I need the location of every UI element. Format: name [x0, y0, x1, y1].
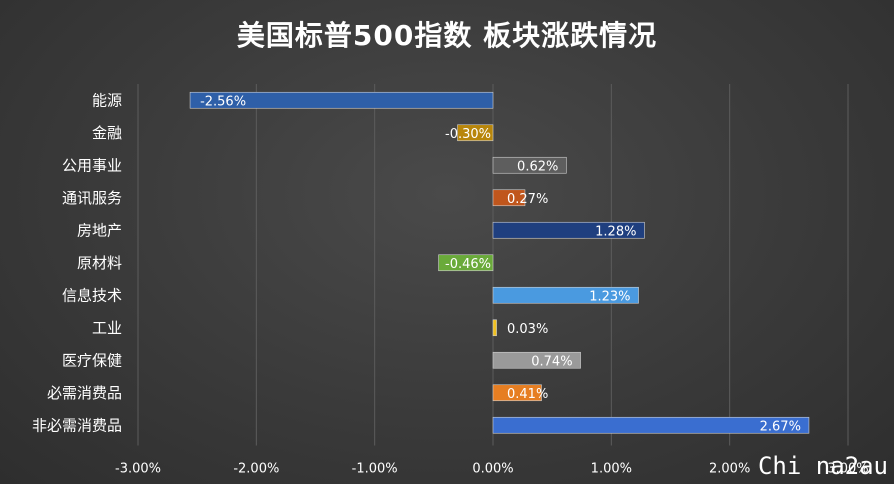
x-tick-label: 2.00%: [709, 462, 750, 477]
bar: [492, 416, 810, 434]
category-label: 能源: [92, 91, 122, 109]
category-label: 公用事业: [62, 156, 122, 174]
category-label: 医疗保健: [62, 351, 122, 369]
bar: [492, 221, 645, 239]
bar: [492, 351, 581, 369]
data-label: 2.67%: [760, 419, 801, 434]
data-label: 1.23%: [589, 289, 630, 304]
data-label: 0.41%: [507, 387, 548, 402]
bar: [438, 254, 494, 272]
bar: [492, 319, 497, 337]
bar: [492, 156, 567, 174]
x-tick-label: -2.00%: [233, 462, 279, 477]
category-label: 工业: [92, 319, 122, 337]
category-label: 信息技术: [62, 286, 122, 304]
x-tick-label: 3.00%: [827, 462, 868, 477]
bar: [492, 189, 526, 207]
data-label: 0.62%: [517, 159, 558, 174]
category-label: 通讯服务: [62, 189, 122, 207]
category-label: 非必需消费品: [32, 416, 122, 434]
data-label: 0.27%: [507, 192, 548, 207]
watermark: Chi na2au: [757, 452, 888, 480]
data-label: -2.56%: [200, 94, 246, 109]
data-label: 0.03%: [507, 322, 548, 337]
bar: [492, 384, 542, 402]
x-tick-label: -1.00%: [352, 462, 398, 477]
x-tick-label: 1.00%: [591, 462, 632, 477]
data-label: 0.74%: [531, 354, 572, 369]
data-label: 1.28%: [595, 224, 636, 239]
data-label: -0.46%: [445, 257, 491, 272]
category-label: 原材料: [77, 254, 122, 272]
category-label: 金融: [92, 124, 122, 142]
x-tick-label: 0.00%: [472, 462, 513, 477]
bar: [189, 91, 494, 109]
category-label: 必需消费品: [47, 384, 122, 402]
bar: [457, 124, 494, 142]
x-tick-label: -3.00%: [115, 462, 161, 477]
chart-title: 美国标普500指数 板块涨跌情况: [236, 19, 658, 52]
category-label: 房地产: [77, 221, 122, 239]
bar: [492, 286, 639, 304]
data-label: -0.30%: [445, 127, 491, 142]
